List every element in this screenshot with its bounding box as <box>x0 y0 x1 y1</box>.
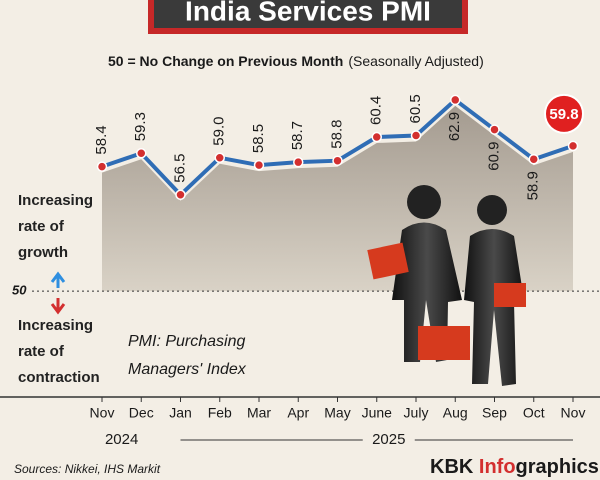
value-label: 56.5 <box>171 154 188 183</box>
point <box>332 155 343 166</box>
x-tick-label: Feb <box>208 405 232 421</box>
plot: 50 58.4 59.3 56.5 59.0 58.5 58.7 58.8 60.4 60.5 62… <box>12 93 600 298</box>
highlight-badge <box>544 93 584 134</box>
title-box <box>154 0 462 28</box>
businessmen-illustration <box>367 185 526 386</box>
x-tick-label: Nov <box>561 405 586 421</box>
x-tick-label: Jan <box>169 405 192 421</box>
subtitle-main: 50 = No Change on Previous Month <box>108 53 343 69</box>
point <box>489 124 500 135</box>
point <box>175 189 186 201</box>
value-label: 58.5 <box>250 124 267 153</box>
value-label: 59.3 <box>132 112 149 141</box>
point <box>528 153 539 165</box>
value-label: 58.7 <box>289 121 306 150</box>
x-tick-label: June <box>362 405 393 421</box>
x-tick-label: May <box>324 405 350 421</box>
point <box>214 152 225 163</box>
subtitle: 50 = No Change on Previous Month (Seasona… <box>108 53 484 69</box>
x-tick-label: Oct <box>523 405 545 421</box>
x-tick-label: Sep <box>482 405 507 421</box>
subtitle-note: (Seasonally Adjusted) <box>348 53 483 69</box>
contraction-note: Increasing <box>18 317 93 334</box>
brand-part: graphics <box>516 456 599 478</box>
point <box>371 131 382 143</box>
point <box>450 94 461 106</box>
definition: PMI: Purchasing <box>128 333 245 350</box>
x-tick-label: Apr <box>287 405 309 421</box>
value-label: 60.5 <box>407 94 424 123</box>
point <box>567 140 579 152</box>
source: Sources: Nikkei, IHS Markit <box>14 462 161 476</box>
point <box>96 161 108 172</box>
point <box>410 130 422 141</box>
x-tick-label: Dec <box>129 405 154 421</box>
growth-note: Increasing <box>18 192 93 209</box>
growth-arrows <box>50 271 66 315</box>
x-tick-label: Nov <box>90 405 115 421</box>
area <box>102 105 573 292</box>
brand-part: KBK <box>430 456 479 478</box>
brand: KBK Infographics <box>430 456 599 478</box>
brand-part: Info <box>479 456 516 478</box>
growth-note: growth <box>18 244 68 261</box>
contraction-note: contraction <box>18 369 100 386</box>
value-label: 58.4 <box>93 125 110 154</box>
value-label: 62.9 <box>446 112 463 141</box>
value-label: 60.9 <box>485 142 502 171</box>
value-label: 58.9 <box>525 171 542 200</box>
value-label: 60.4 <box>368 96 385 125</box>
value-label: 59.0 <box>211 117 228 146</box>
value-label: 58.8 <box>328 119 345 148</box>
growth-note: rate of <box>18 218 65 235</box>
definition: Managers' Index <box>128 361 247 378</box>
x-tick-label: Mar <box>247 405 271 421</box>
point <box>253 159 265 171</box>
y-tick-label: 50 <box>12 283 27 298</box>
year-label: 2024 <box>105 431 138 448</box>
contraction-note: rate of <box>18 343 65 360</box>
point <box>136 148 147 159</box>
x-tick-label: Aug <box>443 405 468 421</box>
year-label: 2025 <box>372 431 405 448</box>
chart-title: India Services PMI <box>185 0 431 26</box>
value-label: 59.8 <box>549 106 578 123</box>
point <box>293 156 304 168</box>
x-tick-label: July <box>404 405 429 421</box>
